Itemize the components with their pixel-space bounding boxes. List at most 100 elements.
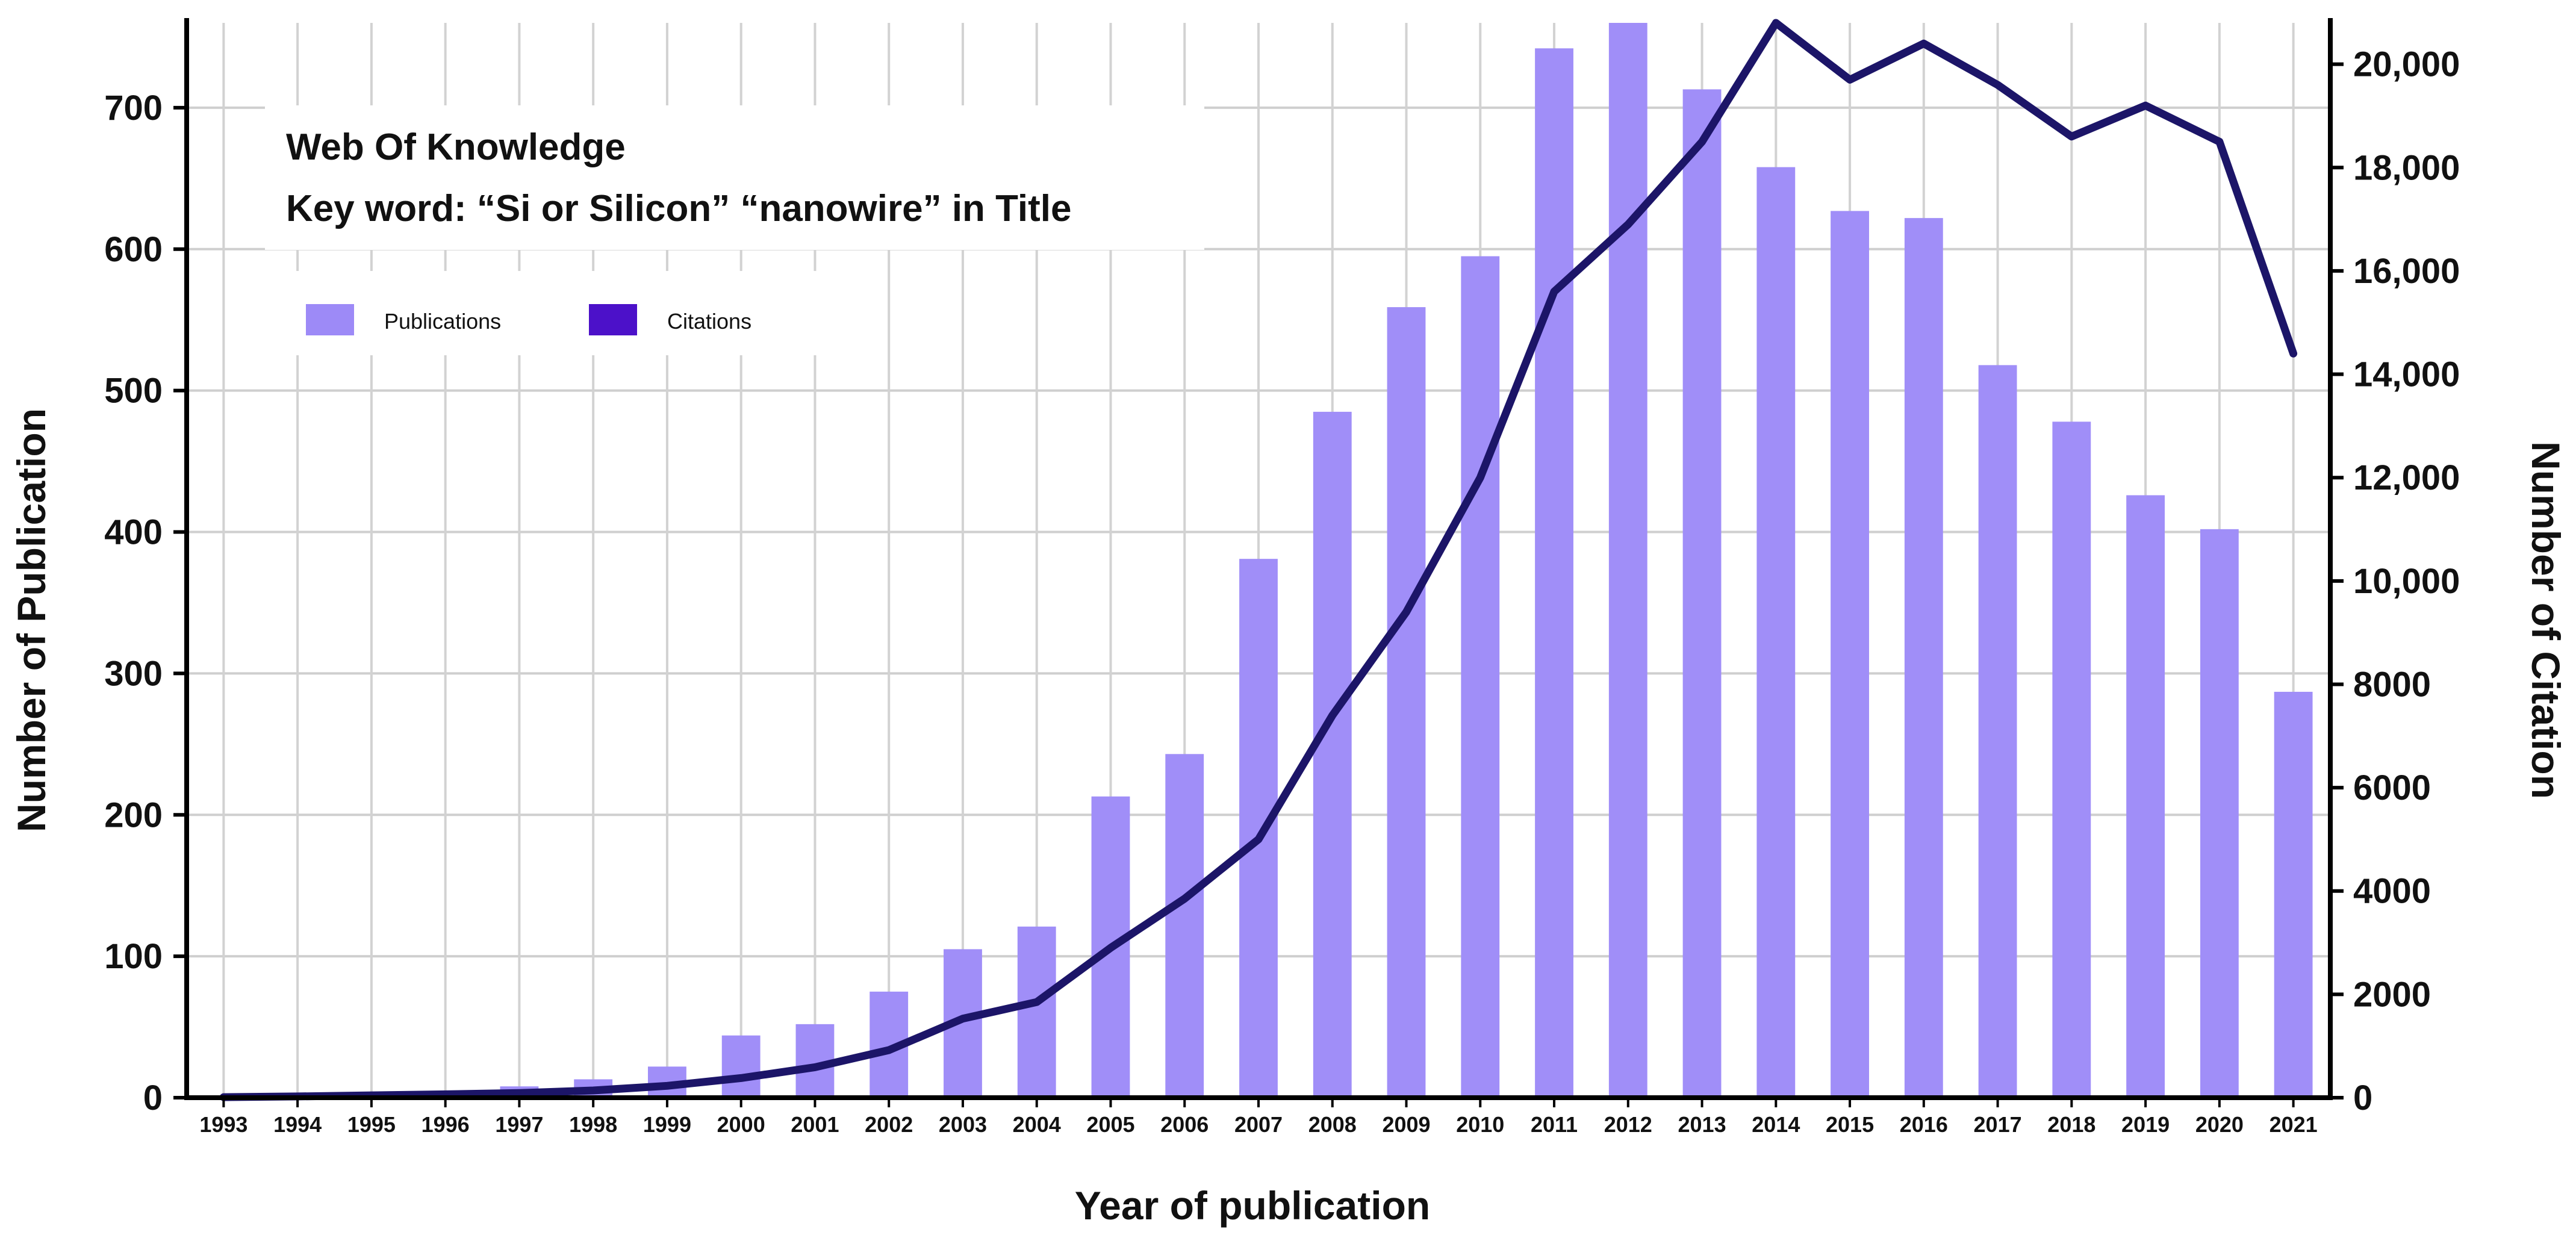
x-tick-label-1998: 1998	[569, 1112, 617, 1137]
left-tick-label-600: 600	[104, 230, 163, 269]
legend-swatch-citations	[589, 304, 637, 335]
x-tick-label-2000: 2000	[717, 1112, 765, 1137]
x-tick-label-1993: 1993	[199, 1112, 247, 1137]
legend-box	[274, 271, 882, 355]
point-citations-2015	[1849, 78, 1852, 81]
x-tick-label-2003: 2003	[939, 1112, 987, 1137]
x-tick-label-1995: 1995	[347, 1112, 396, 1137]
left-y-axis-title: Number of Publication	[9, 408, 54, 832]
legend-label-publications: Publications	[384, 309, 501, 334]
right-y-tick-labels: 0 2000 4000 6000 8000 10,000 12,000 14,000 16,00…	[2330, 45, 2460, 1118]
x-tick-label-2002: 2002	[865, 1112, 913, 1137]
left-tick-label-500: 500	[104, 372, 163, 411]
x-tick-label-1996: 1996	[422, 1112, 470, 1137]
bar-publications-2021	[2274, 691, 2313, 1098]
left-y-tick-labels: 0 100 200 300 400 500 600 700	[104, 89, 187, 1118]
right-tick-label-12,000: 12,000	[2353, 458, 2460, 497]
bar-publications-2019	[2126, 495, 2165, 1098]
bar-publications-2020	[2200, 529, 2239, 1098]
point-citations-2000	[739, 1077, 742, 1080]
left-tick-label-100: 100	[104, 937, 163, 976]
point-citations-2003	[961, 1017, 964, 1020]
bar-publications-2017	[1978, 365, 2017, 1098]
bar-publications-2007	[1239, 559, 1278, 1098]
annotation-box	[265, 105, 1204, 250]
left-tick-label-400: 400	[104, 513, 163, 552]
x-tick-label-2007: 2007	[1234, 1112, 1283, 1137]
bar-publications-2016	[1904, 218, 1943, 1098]
x-tick-labels: 1993 1994 1995 1996 1997 1998 1999 2000 2001 2002…	[199, 1098, 2318, 1137]
x-tick-label-2004: 2004	[1013, 1112, 1061, 1137]
bar-publications-2004	[1017, 926, 1056, 1098]
right-tick-label-16,000: 16,000	[2353, 252, 2460, 291]
x-tick-label-2015: 2015	[1826, 1112, 1874, 1137]
right-tick-label-4000: 4000	[2353, 872, 2431, 911]
point-citations-2014	[1775, 22, 1778, 24]
x-tick-label-1999: 1999	[643, 1112, 691, 1137]
bar-publications-2015	[1831, 211, 1869, 1098]
right-tick-label-14,000: 14,000	[2353, 355, 2460, 394]
point-citations-1998	[592, 1089, 595, 1092]
x-tick-label-2005: 2005	[1086, 1112, 1134, 1137]
bar-publications-2013	[1682, 89, 1722, 1098]
left-tick-label-300: 300	[104, 654, 163, 693]
point-citations-2006	[1183, 897, 1186, 900]
x-tick-label-2006: 2006	[1160, 1112, 1209, 1137]
bar-series-publications	[204, 23, 2313, 1098]
right-tick-label-2000: 2000	[2353, 975, 2431, 1014]
right-y-axis-title: Number of Citation	[2524, 441, 2568, 799]
x-tick-label-2017: 2017	[1974, 1112, 2022, 1137]
x-tick-label-2019: 2019	[2121, 1112, 2170, 1137]
x-axis-title: Year of publication	[1075, 1183, 1430, 1228]
point-citations-1999	[665, 1084, 668, 1087]
point-citations-2021	[2292, 352, 2295, 355]
point-citations-2005	[1109, 947, 1112, 950]
point-citations-2019	[2144, 104, 2147, 107]
point-citations-2018	[2070, 135, 2073, 138]
x-tick-label-2018: 2018	[2047, 1112, 2095, 1137]
point-citations-2016	[1922, 42, 1925, 45]
x-tick-label-1994: 1994	[273, 1112, 322, 1137]
bar-publications-2010	[1461, 256, 1500, 1098]
point-citations-2012	[1626, 223, 1629, 226]
point-citations-2004	[1035, 1001, 1038, 1004]
right-tick-label-20,000: 20,000	[2353, 45, 2460, 84]
right-tick-label-6000: 6000	[2353, 768, 2431, 807]
point-citations-2010	[1479, 476, 1482, 479]
point-citations-2002	[888, 1049, 891, 1052]
bar-publications-2014	[1756, 167, 1796, 1098]
bar-publications-2009	[1387, 307, 1426, 1098]
left-tick-label-0: 0	[143, 1078, 163, 1118]
point-citations-2001	[814, 1066, 817, 1069]
right-tick-label-0: 0	[2353, 1078, 2372, 1118]
x-tick-label-2013: 2013	[1678, 1112, 1726, 1137]
left-tick-label-200: 200	[104, 795, 163, 835]
bar-publications-2012	[1608, 23, 1647, 1098]
right-tick-label-18,000: 18,000	[2353, 148, 2460, 187]
annotation-line-1: Web Of Knowledge	[286, 126, 626, 168]
annotation-line-2: Key word: “Si or Silicon” “nanowire” in …	[286, 188, 1071, 229]
point-citations-2007	[1257, 838, 1260, 841]
legend-label-citations: Citations	[667, 309, 751, 334]
x-tick-label-2021: 2021	[2270, 1112, 2318, 1137]
x-tick-label-2014: 2014	[1752, 1112, 1800, 1137]
point-citations-2008	[1331, 714, 1334, 717]
x-tick-label-2010: 2010	[1456, 1112, 1504, 1137]
bar-publications-2000	[721, 1035, 761, 1098]
point-citations-2011	[1553, 290, 1556, 293]
left-tick-label-700: 700	[104, 89, 163, 128]
x-tick-label-2016: 2016	[1900, 1112, 1948, 1137]
point-citations-2013	[1700, 140, 1703, 143]
x-tick-label-2020: 2020	[2195, 1112, 2244, 1137]
point-citations-2020	[2218, 140, 2221, 143]
bar-publications-2018	[2052, 421, 2091, 1098]
point-citations-1996	[444, 1093, 447, 1096]
point-citations-1997	[518, 1092, 521, 1095]
x-tick-label-2012: 2012	[1604, 1112, 1652, 1137]
bar-publications-2006	[1165, 754, 1204, 1098]
x-tick-label-2008: 2008	[1308, 1112, 1357, 1137]
bar-publications-2008	[1313, 411, 1352, 1098]
bar-publications-2011	[1535, 48, 1573, 1098]
right-tick-label-8000: 8000	[2353, 665, 2431, 704]
